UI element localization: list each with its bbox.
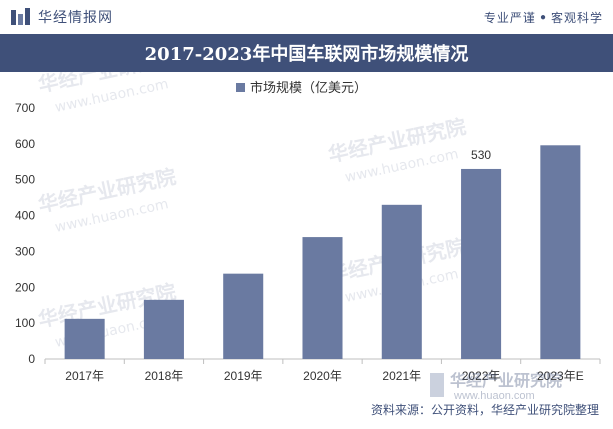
y-tick-label: 300 <box>15 244 35 258</box>
bar <box>64 318 105 359</box>
y-tick-label: 200 <box>15 280 35 294</box>
corner-watermark-logo <box>430 373 444 397</box>
bar <box>143 299 184 359</box>
slogan-left: 专业严谨 <box>483 10 536 25</box>
x-tick-label: 2021年 <box>382 369 421 383</box>
legend-swatch <box>236 83 245 92</box>
legend-label: 市场规模（亿美元） <box>250 80 367 95</box>
data-labels: 530 <box>471 148 491 162</box>
bar <box>223 273 264 359</box>
y-tick-label: 600 <box>15 137 35 151</box>
y-axis: 0 100 200 300 400 500 600 700 <box>15 101 35 366</box>
brand: 华经情报网 <box>10 7 113 27</box>
corner-watermark-text: 华经产业研究院 <box>450 371 562 390</box>
slogan-separator: ● <box>539 11 547 23</box>
bar <box>540 145 581 359</box>
corner-watermark: 华经产业研究院 www.huaon.com <box>430 371 562 401</box>
brand-name: 华经情报网 <box>38 9 113 25</box>
corner-watermark-url: www.huaon.com <box>453 390 535 401</box>
slogan: 专业严谨 ● 客观科学 <box>484 9 603 26</box>
y-tick-label: 100 <box>15 316 35 330</box>
x-tick-label: 2017年 <box>65 369 104 383</box>
x-axis: 2017年 2018年 2019年 2020年 2021年 2022年 2023年E <box>44 359 601 383</box>
brand-logo-icon <box>11 8 30 25</box>
x-tick-label: 2019年 <box>224 369 263 383</box>
bar <box>381 204 422 359</box>
bar <box>461 168 502 359</box>
bar <box>302 237 343 359</box>
legend: 市场规模（亿美元） <box>236 80 367 95</box>
bars <box>64 145 581 359</box>
top-bar: 华经情报网 专业严谨 ● 客观科学 <box>0 0 613 34</box>
y-tick-label: 0 <box>28 352 35 366</box>
x-tick-label: 2022年 <box>462 369 501 383</box>
y-tick-label: 500 <box>15 173 35 187</box>
chart-title: 2017-2023年中国车联网市场规模情况 <box>0 34 613 72</box>
slogan-right: 客观科学 <box>550 10 603 25</box>
x-tick-label: 2023年E <box>537 369 584 383</box>
bar-chart: 华经产业研究院 www.huaon.com 华经产业研究院 www.huaon.… <box>15 72 601 383</box>
x-tick-label: 2020年 <box>303 369 342 383</box>
y-tick-label: 400 <box>15 209 35 223</box>
data-label: 530 <box>471 148 491 162</box>
x-tick-label: 2018年 <box>145 369 184 383</box>
y-tick-label: 700 <box>15 101 35 115</box>
source-note: 资料来源：公开资料，华经产业研究院整理 <box>370 403 599 417</box>
